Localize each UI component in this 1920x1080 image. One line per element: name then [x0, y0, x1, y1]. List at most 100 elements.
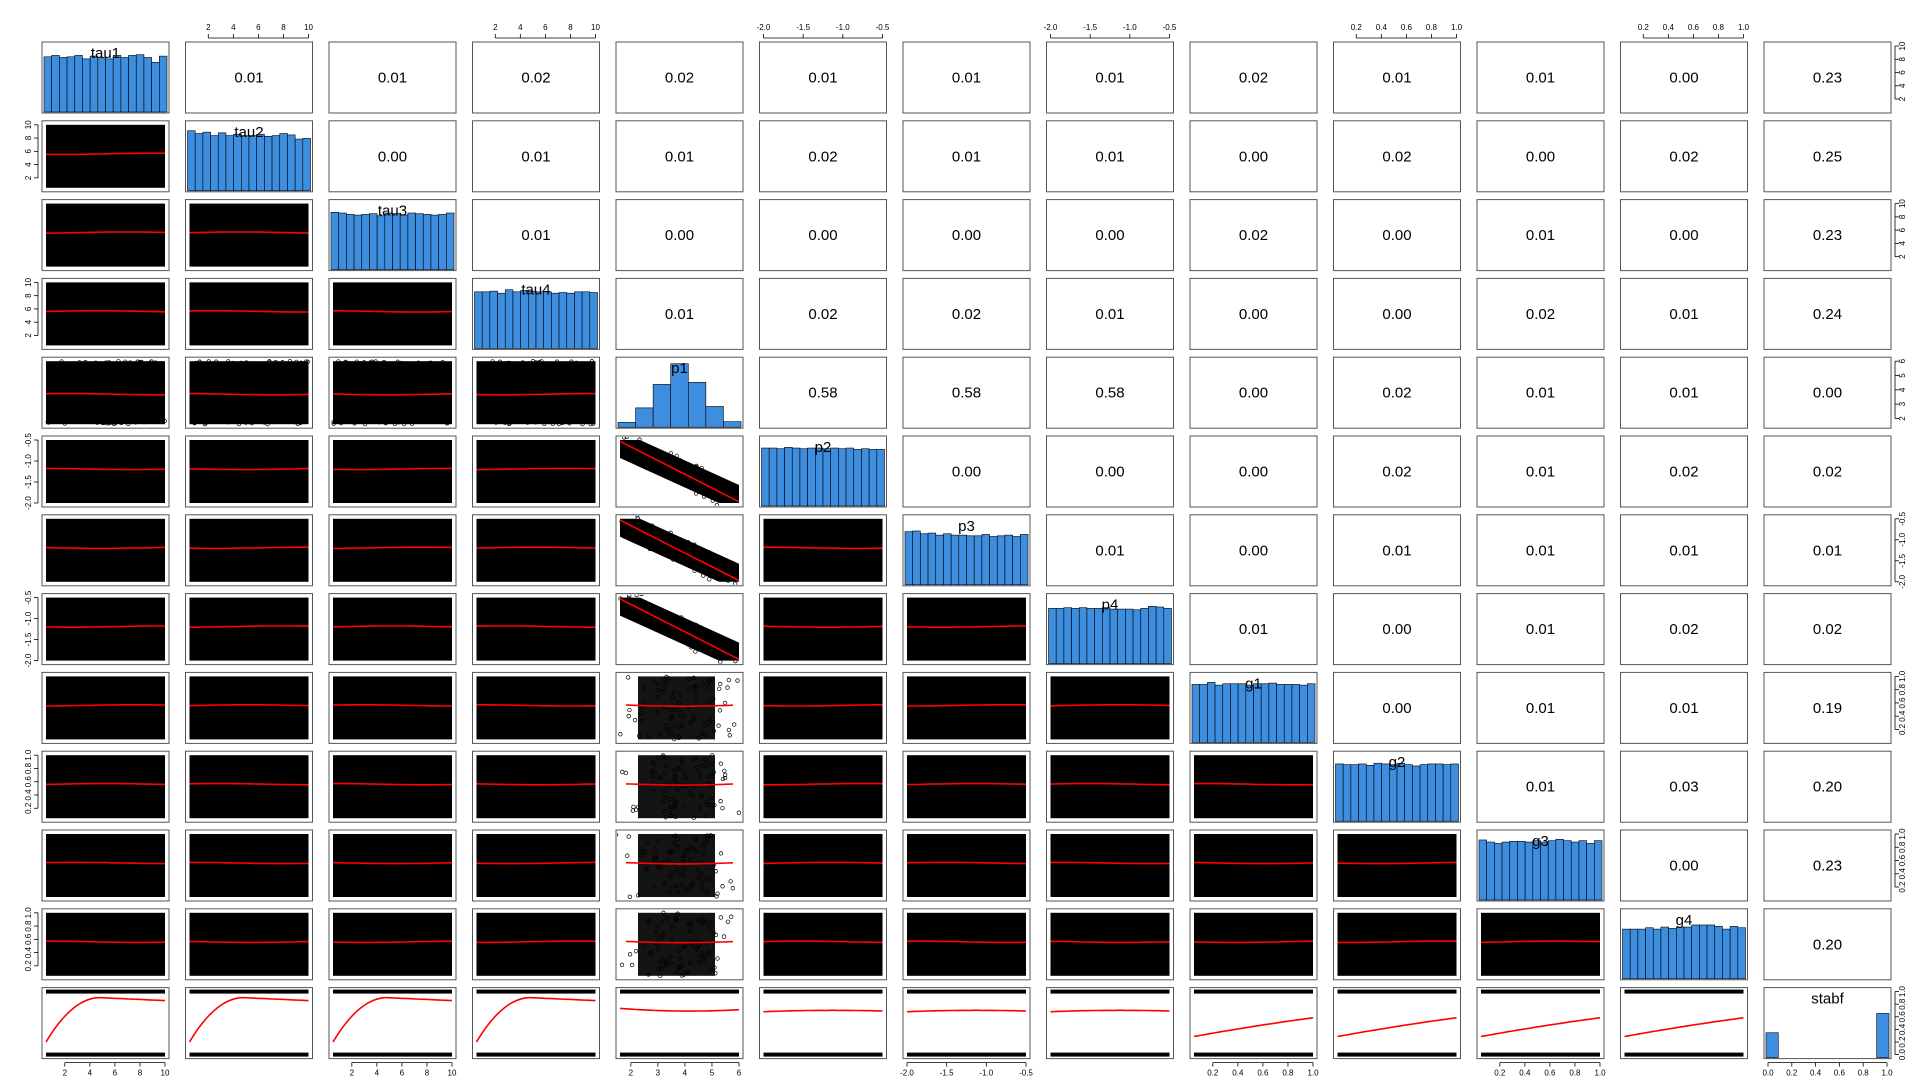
- hist-bar: [768, 447, 778, 507]
- point: [107, 420, 112, 426]
- hist-bar: [566, 292, 575, 349]
- hist-bar: [202, 131, 211, 192]
- panel-g1-p3: [902, 671, 1031, 744]
- point: [668, 813, 674, 818]
- point: [83, 360, 88, 365]
- point: [736, 810, 742, 815]
- point: [331, 421, 336, 426]
- panel-frame: [902, 199, 1031, 272]
- panel-p2-g1: 0.00: [1189, 435, 1318, 508]
- point: [626, 596, 631, 601]
- panel-g2-tau4: [472, 750, 600, 823]
- point: [707, 926, 712, 931]
- hist-bar: [128, 55, 137, 113]
- panel-p3-g1: 0.00: [1189, 514, 1318, 587]
- point: [723, 638, 728, 643]
- bottom-axis-tau3: 2 4 6 8 10: [350, 1062, 457, 1078]
- points-cloud: [763, 834, 883, 897]
- tick-label: -1.5: [24, 475, 33, 489]
- hist-bar: [876, 449, 885, 507]
- panel-g3-g2: [1333, 829, 1461, 902]
- point: [725, 578, 731, 583]
- hist-bar: [1722, 928, 1731, 980]
- panel-stabf-stabf: stabf: [1763, 987, 1892, 1060]
- hist-bar: [143, 57, 152, 113]
- point: [708, 950, 713, 955]
- point: [646, 734, 651, 740]
- point: [682, 944, 687, 950]
- panel-g3-g4: 0.00: [1620, 829, 1748, 902]
- point: [726, 563, 731, 568]
- point: [428, 360, 433, 365]
- point: [626, 525, 632, 531]
- hist-bar: [1291, 684, 1300, 743]
- point: [279, 418, 285, 424]
- panel-g1-p1: [615, 671, 744, 744]
- panel-frame: [1476, 514, 1605, 587]
- point: [712, 803, 717, 808]
- point: [733, 581, 738, 585]
- panel-p4-g4: 0.02: [1620, 593, 1748, 666]
- point: [655, 621, 660, 627]
- point: [722, 772, 728, 778]
- panel-p1-tau1: [41, 356, 170, 429]
- point: [702, 732, 708, 737]
- point: [560, 362, 565, 368]
- point: [650, 622, 655, 627]
- panel-p2-tau1: [41, 435, 170, 508]
- hist-bar: [497, 292, 506, 349]
- panel-tau4-p4: 0.01: [1046, 277, 1174, 350]
- tick-label: -1.0: [836, 23, 850, 32]
- point: [664, 727, 670, 733]
- points-cloud: [189, 518, 309, 582]
- point: [675, 836, 680, 842]
- panel-p4-p2: [759, 593, 887, 666]
- point: [722, 775, 728, 781]
- panel-p2-p2: p2: [759, 435, 887, 508]
- panel-tau2-stabf: 0.25: [1763, 120, 1892, 193]
- correlation-value: 0.01: [1669, 306, 1698, 323]
- tick-label: 1.0: [1307, 1069, 1319, 1078]
- panel-frame: [1476, 120, 1605, 193]
- point: [574, 360, 579, 366]
- point: [700, 682, 706, 687]
- point: [714, 894, 719, 899]
- hist-bar: [973, 535, 983, 586]
- point: [618, 596, 623, 601]
- fit-line: [1624, 1016, 1744, 1038]
- panel-p3-tau1: [41, 514, 170, 587]
- hist-bar: [1652, 928, 1662, 980]
- panel-g2-p1: [615, 750, 744, 823]
- point: [663, 680, 668, 686]
- tick-label: -1.5: [1898, 553, 1907, 567]
- point: [629, 532, 634, 537]
- hist-bar: [868, 449, 878, 507]
- points-band-stable: [1050, 989, 1170, 994]
- point: [637, 437, 642, 442]
- point: [350, 362, 356, 367]
- correlation-value: 0.00: [1526, 148, 1555, 165]
- hist-bar: [1419, 764, 1429, 822]
- panel-tau2-tau3: 0.00: [328, 120, 457, 193]
- point: [705, 889, 710, 894]
- point: [629, 962, 635, 968]
- tick-label: 2: [24, 333, 33, 338]
- point: [396, 420, 402, 425]
- hist-bar: [338, 212, 347, 270]
- fit-line: [189, 392, 309, 396]
- points-cloud: [476, 518, 596, 582]
- point: [665, 536, 670, 542]
- points-cloud: [476, 834, 596, 897]
- hist-bar: [1570, 841, 1580, 901]
- hist-bar: [210, 135, 219, 192]
- point: [694, 463, 699, 469]
- hist-bar: [1435, 763, 1444, 822]
- hist-bar: [1373, 762, 1382, 822]
- panel-tau2-p1: 0.01: [615, 120, 744, 193]
- point: [409, 419, 414, 425]
- point: [701, 494, 707, 499]
- panel-p3-p2: [759, 514, 887, 587]
- point: [697, 566, 702, 571]
- point: [368, 360, 373, 365]
- tick-label: 0.6: [1898, 697, 1907, 709]
